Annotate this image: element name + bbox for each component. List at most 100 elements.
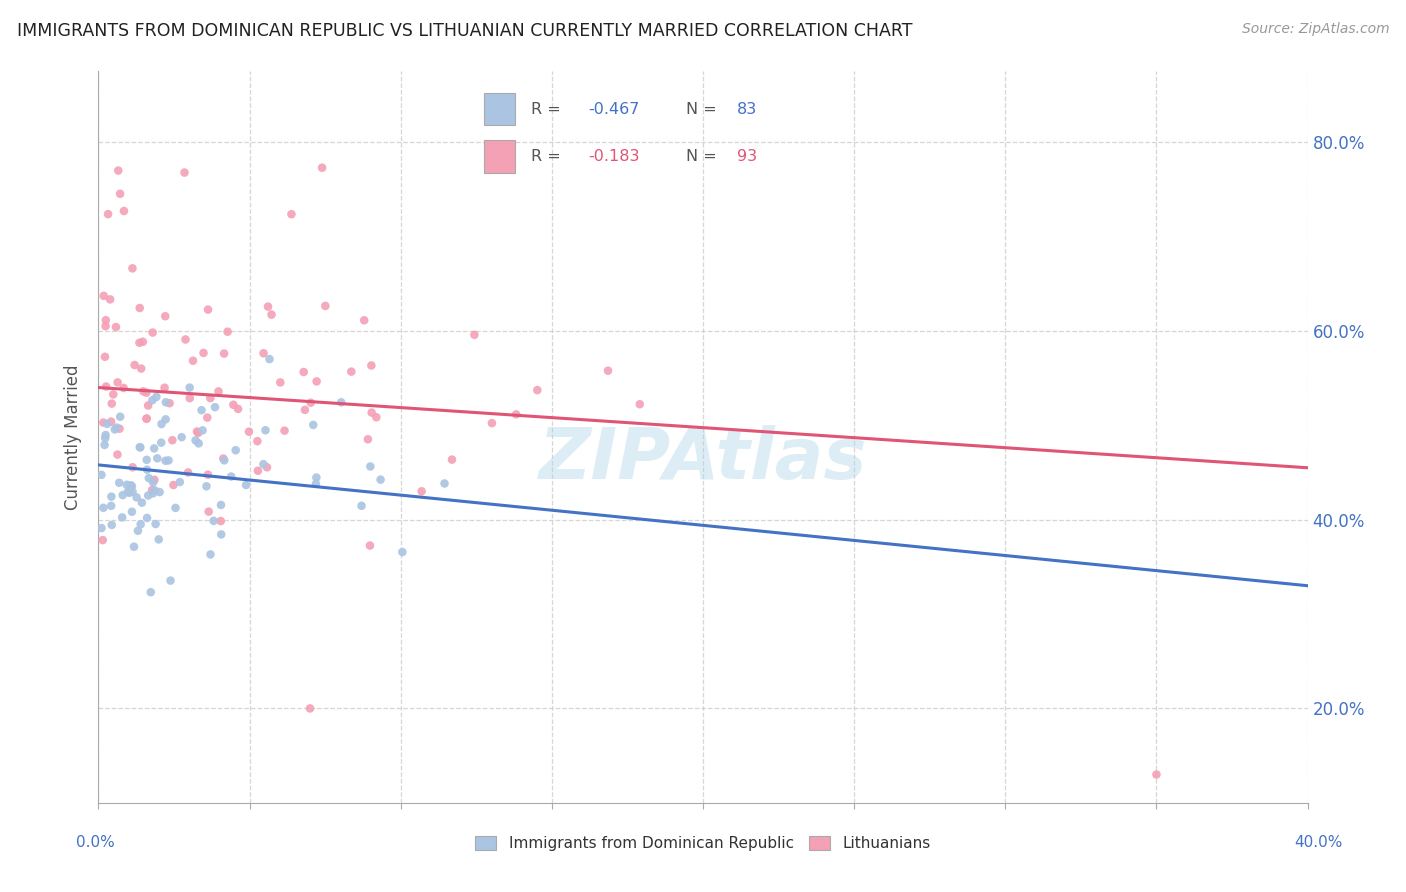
- Point: [214, 453, 236, 467]
- Point: [195, 479, 218, 493]
- Point: [128, 301, 150, 315]
- Point: [212, 451, 235, 466]
- Point: [136, 511, 159, 525]
- Point: [305, 470, 328, 484]
- Point: [179, 391, 201, 405]
- Point: [121, 484, 143, 499]
- Point: [136, 399, 159, 413]
- Point: [200, 391, 222, 405]
- Point: [94, 319, 117, 334]
- Point: [121, 479, 143, 493]
- Point: [93, 500, 115, 515]
- Point: [91, 533, 114, 548]
- Text: ZIPAtlas: ZIPAtlas: [538, 425, 868, 493]
- Point: [526, 383, 548, 397]
- Point: [128, 335, 150, 350]
- Point: [235, 478, 257, 492]
- Point: [366, 410, 388, 425]
- Point: [440, 452, 463, 467]
- Point: [370, 473, 392, 487]
- Y-axis label: Currently Married: Currently Married: [65, 364, 83, 510]
- Point: [357, 432, 380, 446]
- Point: [124, 358, 146, 372]
- Text: IMMIGRANTS FROM DOMINICAN REPUBLIC VS LITHUANIAN CURRENTLY MARRIED CORRELATION C: IMMIGRANTS FROM DOMINICAN REPUBLIC VS LI…: [17, 22, 912, 40]
- Point: [155, 395, 177, 409]
- Point: [219, 469, 242, 483]
- Point: [177, 466, 200, 480]
- Text: -0.183: -0.183: [588, 149, 640, 164]
- Point: [481, 416, 503, 430]
- Point: [193, 346, 215, 360]
- Point: [209, 527, 232, 541]
- Point: [112, 204, 135, 219]
- Text: N =: N =: [686, 149, 723, 164]
- Point: [305, 375, 328, 389]
- Point: [252, 457, 274, 471]
- Text: 40.0%: 40.0%: [1295, 836, 1343, 850]
- Point: [311, 161, 333, 175]
- Point: [142, 326, 165, 340]
- Point: [122, 540, 145, 554]
- Point: [143, 483, 166, 498]
- Point: [101, 396, 124, 410]
- Point: [190, 403, 212, 417]
- Point: [136, 462, 159, 476]
- Point: [260, 308, 283, 322]
- Point: [129, 441, 152, 455]
- Point: [155, 412, 177, 426]
- Point: [273, 424, 295, 438]
- Point: [112, 381, 135, 395]
- Point: [93, 438, 115, 452]
- Point: [136, 489, 159, 503]
- Point: [353, 313, 375, 327]
- Text: N =: N =: [686, 102, 723, 117]
- Point: [148, 533, 170, 547]
- Point: [96, 417, 118, 431]
- Point: [108, 409, 131, 424]
- Point: [186, 425, 208, 439]
- Point: [103, 387, 125, 401]
- Point: [391, 545, 413, 559]
- Point: [108, 475, 131, 490]
- Point: [197, 467, 219, 482]
- Point: [433, 476, 456, 491]
- Point: [165, 500, 187, 515]
- Point: [174, 333, 197, 347]
- Point: [94, 350, 117, 364]
- Point: [100, 499, 122, 513]
- Point: [94, 313, 117, 327]
- Point: [93, 289, 115, 303]
- Point: [159, 396, 181, 410]
- Point: [132, 334, 155, 349]
- Point: [141, 393, 163, 408]
- Point: [107, 448, 129, 462]
- Point: [226, 401, 249, 416]
- Point: [107, 376, 129, 390]
- Point: [299, 395, 322, 409]
- Point: [257, 300, 280, 314]
- Point: [131, 496, 153, 510]
- Point: [100, 490, 122, 504]
- Point: [314, 299, 336, 313]
- Point: [94, 379, 117, 393]
- Point: [217, 325, 239, 339]
- Point: [269, 376, 291, 390]
- Point: [204, 400, 226, 414]
- Point: [149, 485, 172, 500]
- Point: [187, 436, 209, 450]
- Point: [159, 574, 181, 588]
- Legend: Immigrants from Dominican Republic, Lithuanians: Immigrants from Dominican Republic, Lith…: [470, 830, 936, 857]
- Point: [129, 517, 152, 532]
- Point: [197, 302, 219, 317]
- Point: [202, 514, 225, 528]
- Point: [90, 521, 112, 535]
- Point: [628, 397, 651, 411]
- Point: [360, 359, 382, 373]
- Point: [145, 390, 167, 404]
- Point: [153, 381, 176, 395]
- Point: [138, 471, 160, 485]
- Point: [259, 352, 281, 367]
- Point: [90, 467, 112, 482]
- Point: [1144, 767, 1167, 781]
- Point: [359, 539, 381, 553]
